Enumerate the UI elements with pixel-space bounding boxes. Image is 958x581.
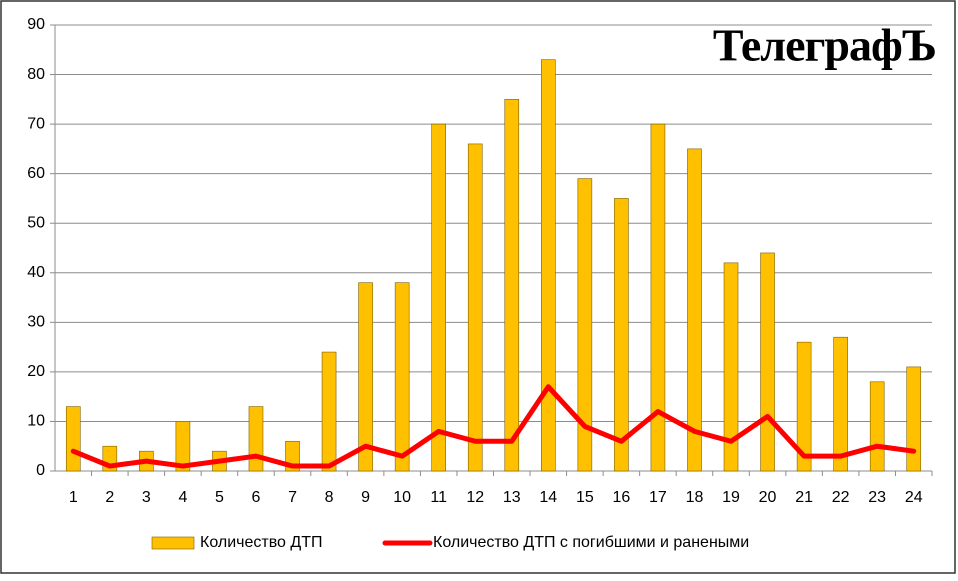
legend-label: Количество ДТП с погибшими и ранеными	[433, 534, 749, 551]
x-tick-label: 3	[142, 489, 151, 506]
y-tick-label: 60	[27, 165, 45, 182]
bar	[431, 123, 446, 472]
x-tick-label: 8	[325, 489, 334, 506]
x-tick-label: 7	[288, 489, 297, 506]
x-tick-label: 12	[466, 489, 484, 506]
x-tick-label: 17	[649, 489, 667, 506]
bar	[796, 341, 812, 472]
logo: ТелеграфЪ	[713, 20, 936, 71]
bar	[541, 59, 556, 472]
bar	[650, 123, 666, 472]
bar	[723, 262, 739, 472]
x-tick-label: 4	[178, 489, 187, 506]
y-tick-label: 0	[36, 462, 45, 479]
bar	[358, 282, 373, 472]
x-tick-label: 20	[759, 489, 777, 506]
x-tick-label: 10	[393, 489, 411, 506]
bar	[394, 282, 410, 472]
y-tick-label: 10	[27, 413, 45, 430]
x-tick-label: 13	[503, 489, 521, 506]
x-tick-label: 5	[215, 489, 224, 506]
x-tick-label: 6	[252, 489, 261, 506]
line	[70, 384, 917, 469]
x-tick-label: 1	[69, 489, 78, 506]
legend-label: Количество ДТП	[200, 534, 322, 551]
x-tick-label: 16	[612, 489, 630, 506]
y-tick-label: 50	[27, 214, 45, 231]
bar	[833, 336, 848, 472]
x-tick-label: 22	[832, 489, 850, 506]
x-tick-label: 21	[795, 489, 813, 506]
x-tick-label: 9	[361, 489, 370, 506]
x-tick-label: 18	[686, 489, 704, 506]
bar	[175, 421, 191, 472]
bar	[467, 143, 483, 472]
bar	[65, 406, 81, 472]
bar	[321, 351, 337, 472]
y-tick-label: 40	[27, 264, 45, 281]
x-tick-label: 24	[905, 489, 923, 506]
bar	[614, 198, 629, 472]
bar	[906, 366, 922, 472]
x-tick-label: 15	[576, 489, 594, 506]
x-tick-label: 19	[722, 489, 740, 506]
x-tick-label: 11	[430, 489, 447, 506]
x-tick-label: 23	[868, 489, 886, 506]
x-tick-label: 14	[539, 489, 557, 506]
y-tick-label: 80	[27, 66, 45, 83]
bar	[504, 99, 520, 472]
x-tick-label: 2	[105, 489, 114, 506]
bar	[577, 178, 593, 472]
bar	[687, 148, 702, 472]
y-tick-label: 70	[27, 115, 45, 132]
bar	[760, 252, 775, 472]
legend-swatch	[151, 536, 195, 550]
bar	[869, 381, 885, 472]
bar	[248, 406, 264, 472]
y-tick-label: 30	[27, 314, 45, 331]
y-tick-label: 20	[27, 363, 45, 380]
y-tick-label: 90	[27, 16, 45, 33]
